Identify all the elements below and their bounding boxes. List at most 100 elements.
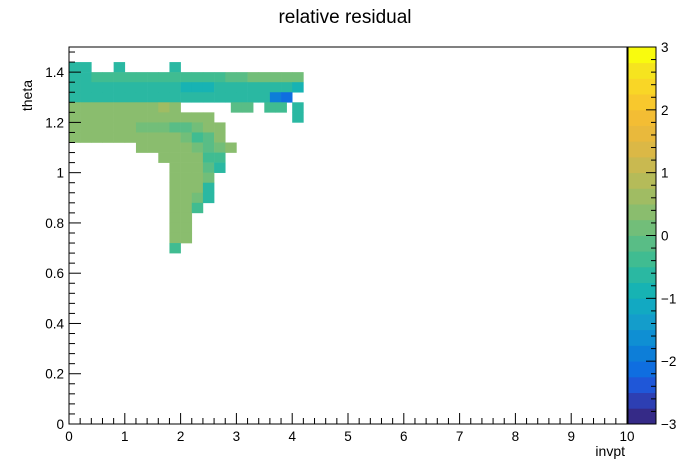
- color-scale-segment: [628, 298, 656, 315]
- heatmap-cell: [214, 162, 226, 173]
- color-scale-tick-label: −3: [661, 417, 676, 432]
- heatmap-cell: [258, 92, 271, 103]
- color-scale-tick-label: 3: [661, 40, 669, 55]
- heatmap-cell: [169, 122, 181, 133]
- heatmap-cell: [180, 122, 193, 133]
- heatmap-cell: [169, 172, 181, 184]
- x-tick-label: 4: [288, 429, 296, 444]
- heatmap-cell: [102, 112, 114, 123]
- heatmap-cell: [158, 152, 170, 163]
- heatmap-cell: [202, 92, 215, 103]
- heatmap-cell: [180, 72, 193, 83]
- color-scale-tick-label: 1: [661, 166, 669, 181]
- heatmap-cell: [202, 142, 215, 153]
- heatmap-cell: [214, 92, 226, 103]
- heatmap-cell: [292, 72, 304, 83]
- color-scale-segment: [628, 235, 656, 252]
- heatmap-cell: [135, 102, 148, 113]
- heatmap-cell: [202, 152, 215, 163]
- heatmap-cell: [281, 72, 293, 83]
- heatmap-cell: [69, 122, 81, 133]
- color-scale-segment: [628, 204, 656, 221]
- heatmap-cell: [124, 102, 137, 113]
- heatmap-cell: [169, 222, 181, 234]
- heatmap-cell: [113, 112, 126, 123]
- heatmap-cell: [135, 72, 148, 83]
- heatmap-cell: [191, 162, 204, 173]
- heatmap-cell: [113, 122, 126, 133]
- color-scale-segment: [628, 329, 656, 346]
- color-scale-segment: [628, 47, 656, 64]
- heatmap-cell: [135, 82, 148, 93]
- heatmap-cell: [281, 82, 293, 93]
- heatmap-cell: [158, 82, 170, 93]
- heatmap-cell: [124, 112, 137, 123]
- color-scale-segment: [628, 188, 656, 205]
- color-scale-segment: [628, 392, 656, 409]
- heatmap-cell: [202, 192, 215, 204]
- heatmap-cell: [80, 102, 92, 113]
- heatmap-cell: [180, 82, 193, 93]
- heatmap-cell: [292, 112, 304, 123]
- y-tick-label: 1.4: [45, 65, 64, 80]
- x-tick-label: 10: [619, 429, 634, 444]
- heatmap-cell: [102, 72, 114, 83]
- heatmap-cell: [247, 92, 260, 103]
- heatmap-cell: [124, 122, 137, 133]
- heatmap-cell: [102, 102, 114, 113]
- heatmap-cell: [80, 62, 92, 73]
- heatmap-cell: [202, 82, 215, 93]
- heatmap-cell: [258, 82, 271, 93]
- heatmap-cell: [275, 102, 287, 113]
- heatmap-cell: [169, 132, 181, 143]
- x-tick-label: 9: [567, 429, 575, 444]
- heatmap-cell: [202, 132, 215, 143]
- heatmap-cell: [69, 72, 81, 83]
- heatmap-cell: [169, 162, 181, 173]
- heatmap-cell: [214, 132, 226, 143]
- color-scale-tick-label: 0: [661, 229, 669, 244]
- heatmap-cell: [169, 92, 181, 103]
- heatmap-cell: [191, 172, 204, 184]
- heatmap-cell: [135, 132, 148, 143]
- x-axis-label: invpt: [595, 443, 625, 459]
- y-tick-label: 0: [56, 417, 64, 432]
- heatmap-cell: [147, 82, 159, 93]
- heatmap-cell: [236, 72, 248, 83]
- heatmap-cell: [180, 132, 193, 143]
- heatmap-cell: [214, 152, 226, 163]
- heatmap-cell: [180, 232, 193, 244]
- color-scale-segment: [628, 251, 656, 268]
- heatmap-cell: [180, 202, 193, 214]
- heatmap-cell: [247, 82, 260, 93]
- heatmap-cell: [158, 72, 170, 83]
- heatmap-cell: [191, 132, 204, 143]
- heatmap-cell: [169, 212, 181, 224]
- heatmap-cell: [169, 243, 181, 254]
- heatmap-cell: [258, 72, 271, 83]
- heatmap-cell: [69, 112, 81, 123]
- heatmap-cell: [202, 122, 215, 133]
- heatmap-cell: [147, 142, 159, 153]
- heatmap-cell: [191, 182, 204, 194]
- heatmap-cell: [169, 62, 181, 73]
- heatmap-cell: [169, 72, 181, 83]
- x-tick-label: 1: [121, 429, 129, 444]
- y-tick-label: 1: [56, 166, 64, 181]
- heatmap-cell: [292, 102, 304, 113]
- color-scale-tick-label: 2: [661, 103, 669, 118]
- heatmap-cell: [191, 192, 204, 204]
- heatmap-cell: [80, 112, 92, 123]
- y-axis: 0 0.2 0.4 0.6 0.8 1 1.2 1.4: [45, 51, 81, 432]
- heatmap-cell: [147, 132, 159, 143]
- color-scale-tick-label: −1: [661, 291, 676, 306]
- heatmap-cell: [91, 72, 103, 83]
- heatmap-cell: [180, 212, 193, 224]
- heatmap-cell: [191, 152, 204, 163]
- heatmap-cell: [158, 132, 170, 143]
- heatmap-cell: [169, 182, 181, 194]
- heatmap-cell: [113, 72, 126, 83]
- heatmap-cell: [180, 162, 193, 173]
- heatmap-cell: [191, 202, 204, 214]
- x-tick-label: 8: [512, 429, 520, 444]
